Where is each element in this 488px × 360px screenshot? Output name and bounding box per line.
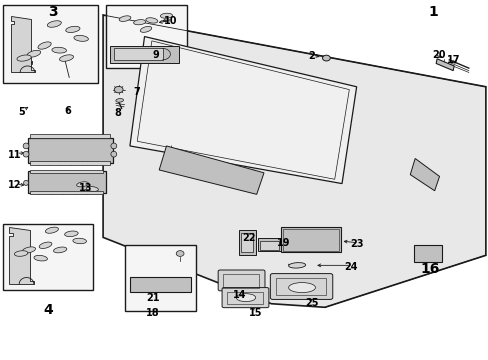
- Text: 5: 5: [18, 107, 24, 117]
- Bar: [27, 138, 113, 163]
- Bar: [3, 5, 98, 83]
- Polygon shape: [435, 59, 453, 71]
- Ellipse shape: [14, 251, 28, 256]
- Ellipse shape: [140, 26, 151, 32]
- Text: 17: 17: [447, 55, 460, 65]
- Text: 7: 7: [133, 87, 140, 97]
- Ellipse shape: [17, 55, 31, 61]
- Text: 11: 11: [8, 150, 21, 160]
- Ellipse shape: [52, 47, 66, 53]
- FancyBboxPatch shape: [270, 274, 332, 300]
- Bar: [30, 161, 110, 165]
- Bar: [260, 241, 278, 249]
- Ellipse shape: [47, 21, 61, 27]
- Bar: [282, 229, 338, 251]
- Bar: [223, 274, 259, 288]
- Text: 13: 13: [79, 183, 93, 193]
- Circle shape: [322, 55, 330, 61]
- Ellipse shape: [45, 227, 58, 233]
- Text: 20: 20: [431, 50, 445, 60]
- Ellipse shape: [73, 238, 86, 244]
- Ellipse shape: [116, 99, 123, 102]
- Text: 12: 12: [8, 180, 21, 190]
- Ellipse shape: [23, 151, 29, 157]
- Ellipse shape: [145, 18, 158, 23]
- Text: 3: 3: [48, 5, 58, 19]
- Ellipse shape: [65, 26, 80, 32]
- Ellipse shape: [27, 50, 41, 57]
- Bar: [258, 238, 281, 251]
- Polygon shape: [110, 45, 178, 63]
- Ellipse shape: [86, 186, 98, 192]
- Ellipse shape: [119, 16, 131, 22]
- Polygon shape: [130, 37, 356, 184]
- FancyBboxPatch shape: [222, 288, 268, 308]
- Ellipse shape: [288, 262, 305, 268]
- FancyBboxPatch shape: [218, 270, 264, 291]
- Text: 2: 2: [308, 51, 315, 61]
- Ellipse shape: [111, 151, 117, 157]
- Bar: [130, 277, 190, 292]
- Bar: [27, 171, 105, 193]
- Text: 9: 9: [152, 50, 159, 60]
- Text: 18: 18: [146, 309, 159, 318]
- Bar: [30, 192, 103, 194]
- Ellipse shape: [236, 294, 255, 302]
- Polygon shape: [159, 146, 264, 194]
- Text: 4: 4: [43, 303, 53, 317]
- Text: 19: 19: [276, 238, 290, 248]
- Ellipse shape: [64, 231, 78, 237]
- Ellipse shape: [288, 283, 315, 293]
- Polygon shape: [409, 158, 439, 191]
- Bar: [413, 245, 442, 262]
- Bar: [240, 233, 253, 252]
- Ellipse shape: [60, 55, 73, 61]
- Text: 10: 10: [163, 17, 177, 27]
- Text: 22: 22: [242, 233, 256, 243]
- Ellipse shape: [22, 247, 36, 253]
- Text: 16: 16: [419, 262, 439, 276]
- Bar: [227, 292, 262, 305]
- Ellipse shape: [34, 255, 47, 261]
- Ellipse shape: [111, 143, 117, 149]
- Text: 23: 23: [349, 239, 363, 249]
- Ellipse shape: [77, 182, 88, 187]
- Bar: [238, 230, 255, 255]
- Circle shape: [114, 86, 123, 93]
- Bar: [30, 170, 103, 173]
- Bar: [276, 278, 325, 296]
- Ellipse shape: [39, 242, 52, 248]
- Text: 24: 24: [344, 262, 357, 272]
- Bar: [105, 5, 187, 68]
- Text: 15: 15: [248, 309, 262, 318]
- Ellipse shape: [23, 143, 29, 149]
- Bar: [30, 134, 110, 138]
- Polygon shape: [9, 227, 34, 284]
- Bar: [281, 226, 340, 252]
- Polygon shape: [103, 15, 485, 307]
- Ellipse shape: [74, 35, 88, 41]
- Ellipse shape: [133, 19, 145, 25]
- Ellipse shape: [23, 180, 28, 185]
- Text: 8: 8: [114, 108, 121, 118]
- Bar: [3, 224, 93, 291]
- Circle shape: [176, 251, 183, 256]
- Ellipse shape: [38, 42, 51, 49]
- Polygon shape: [11, 16, 35, 72]
- Ellipse shape: [160, 13, 172, 18]
- Text: 14: 14: [232, 291, 246, 301]
- Text: 25: 25: [305, 298, 318, 308]
- Text: 1: 1: [428, 5, 438, 19]
- Ellipse shape: [53, 247, 67, 253]
- Bar: [114, 48, 162, 60]
- Text: 6: 6: [64, 106, 71, 116]
- Bar: [125, 244, 195, 311]
- Text: 21: 21: [146, 293, 159, 303]
